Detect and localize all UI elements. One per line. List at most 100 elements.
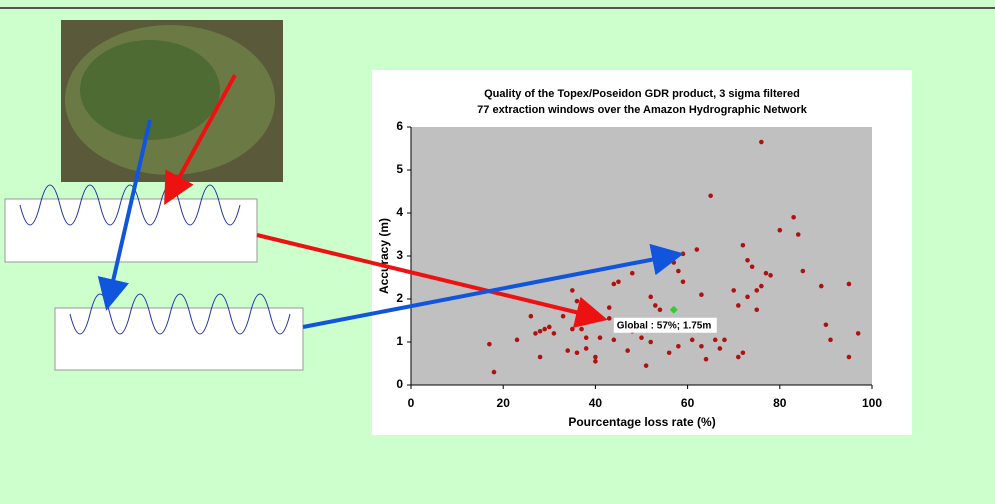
- point: [768, 273, 773, 278]
- y-tick-label: 6: [396, 119, 403, 133]
- x-axis-label: Pourcentage loss rate (%): [568, 415, 715, 429]
- point: [629, 270, 635, 276]
- point: [736, 354, 741, 360]
- point: [694, 247, 700, 252]
- point: [745, 294, 750, 300]
- point: [731, 288, 736, 293]
- point: [795, 232, 801, 237]
- point: [574, 298, 580, 304]
- point: [491, 369, 497, 375]
- point: [547, 324, 552, 330]
- point: [583, 335, 589, 341]
- point: [593, 354, 598, 360]
- chart-title: 77 extraction windows over the Amazon Hy…: [477, 104, 808, 116]
- point: [671, 260, 677, 265]
- point: [570, 288, 575, 293]
- satellite-image: [61, 20, 283, 182]
- point: [680, 279, 686, 285]
- point: [528, 313, 534, 319]
- y-tick-label: 5: [396, 162, 403, 176]
- point: [666, 350, 672, 356]
- arrow: [302, 243, 684, 329]
- y-axis-label: Accuracy (m): [377, 218, 391, 294]
- point: [749, 264, 755, 270]
- x-tick-label: 0: [408, 396, 415, 410]
- point: [537, 354, 543, 360]
- point: [759, 139, 764, 145]
- point: [606, 305, 612, 310]
- point: [722, 337, 727, 343]
- annotation: Global : 57%; 1.75m: [617, 320, 712, 331]
- point: [800, 268, 806, 274]
- point: [542, 326, 547, 332]
- highlight-point: [669, 305, 678, 314]
- arrow: [256, 233, 608, 328]
- point: [514, 337, 520, 343]
- point: [487, 341, 492, 347]
- y-tick-label: 1: [396, 334, 403, 348]
- point: [579, 326, 584, 332]
- point: [745, 258, 750, 263]
- plot-area: [411, 127, 872, 385]
- point: [648, 339, 654, 345]
- point: [777, 227, 783, 233]
- point: [574, 350, 580, 356]
- point: [855, 331, 861, 336]
- point: [689, 337, 695, 343]
- point: [570, 326, 575, 332]
- arrow: [97, 119, 152, 311]
- point: [551, 331, 557, 336]
- point: [579, 301, 584, 306]
- point: [699, 292, 704, 298]
- point: [740, 242, 746, 248]
- x-tick-label: 40: [589, 396, 603, 410]
- point: [616, 279, 621, 285]
- point: [648, 294, 654, 300]
- point: [740, 350, 746, 356]
- point: [791, 215, 796, 220]
- time-series-image: [54, 293, 304, 371]
- point: [657, 307, 663, 313]
- point: [639, 335, 644, 341]
- point: [611, 337, 617, 343]
- y-tick-label: 3: [396, 248, 403, 262]
- x-tick-label: 20: [497, 396, 511, 410]
- arrow: [164, 74, 237, 206]
- point: [717, 346, 723, 351]
- point: [537, 328, 543, 334]
- point: [680, 251, 686, 257]
- point: [736, 303, 741, 308]
- point: [759, 283, 764, 289]
- point: [699, 344, 704, 349]
- point: [818, 283, 824, 289]
- point: [583, 346, 589, 351]
- point: [846, 281, 852, 287]
- y-tick-label: 2: [396, 291, 403, 305]
- point: [703, 356, 709, 362]
- point: [708, 193, 713, 199]
- point: [676, 344, 681, 349]
- point: [657, 262, 663, 267]
- annotation-box: [613, 317, 717, 333]
- point: [828, 337, 833, 343]
- point: [763, 270, 769, 276]
- point: [754, 288, 760, 293]
- x-tick-label: 60: [681, 396, 695, 410]
- point: [823, 322, 829, 328]
- point: [533, 331, 538, 336]
- point: [712, 337, 718, 343]
- point: [643, 363, 649, 368]
- point: [611, 281, 617, 287]
- point: [754, 307, 760, 313]
- chart-title: Quality of the Topex/Poseidon GDR produc…: [484, 88, 800, 100]
- point: [560, 313, 566, 319]
- point: [625, 348, 630, 353]
- point: [565, 348, 571, 353]
- point: [653, 303, 658, 308]
- y-tick-label: 4: [396, 205, 403, 219]
- point: [597, 335, 603, 341]
- x-tick-label: 100: [862, 396, 882, 410]
